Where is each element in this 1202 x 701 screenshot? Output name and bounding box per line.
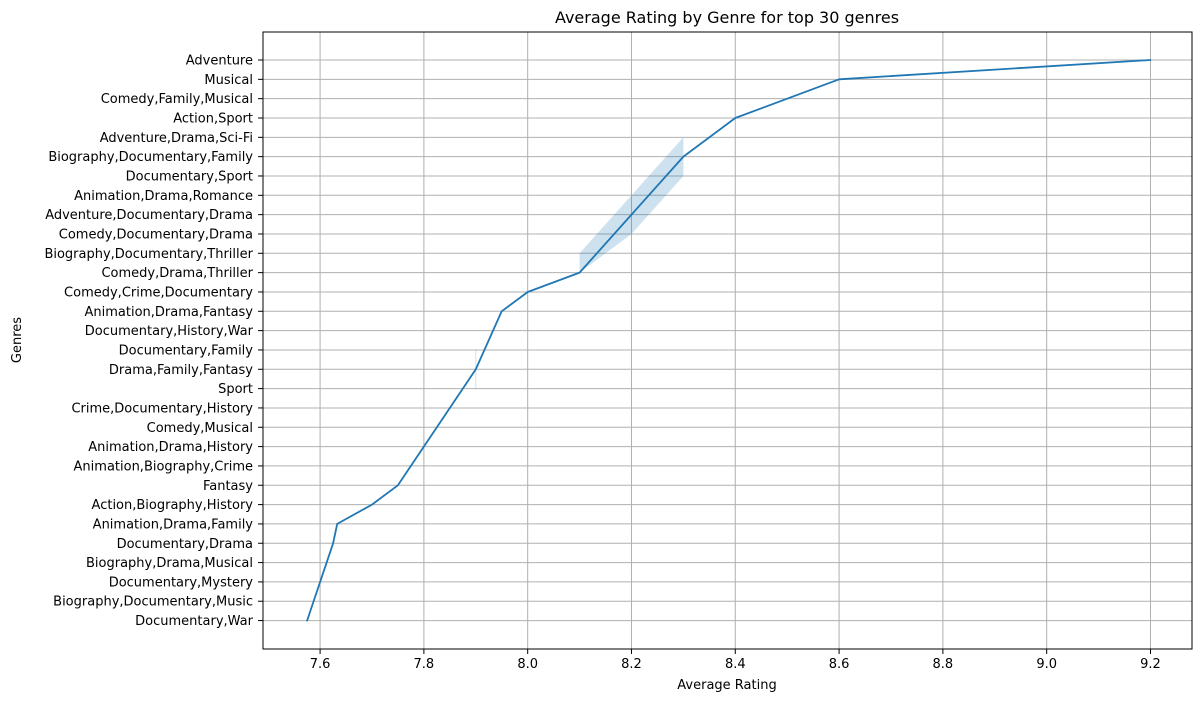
series-line (306, 59, 1152, 622)
y-tick-label: Animation,Drama,Fantasy (84, 305, 253, 320)
y-tick-label: Action,Biography,History (92, 498, 254, 513)
x-tick-label: 7.8 (414, 657, 435, 672)
y-axis-label: Genres (10, 317, 25, 363)
x-axis-ticks: 7.6 7.8 8.0 8.2 8.4 8.6 8.8 9.0 9.2 (310, 649, 1161, 672)
x-tick-label: 9.0 (1036, 657, 1057, 672)
y-tick-label: Comedy,Crime,Documentary (64, 285, 253, 300)
x-tick-label: 8.4 (725, 657, 746, 672)
x-tick-label: 7.6 (310, 657, 331, 672)
y-tick-label: Documentary,Drama (117, 537, 253, 552)
confidence-band (579, 137, 684, 273)
x-tick-label: 8.8 (933, 657, 954, 672)
y-tick-label: Sport (218, 382, 253, 397)
y-tick-label: Biography,Drama,Musical (86, 556, 253, 571)
y-tick-label: Animation,Drama,History (88, 440, 253, 455)
y-tick-label: Animation,Biography,Crime (74, 459, 253, 474)
y-tick-label: Comedy,Family,Musical (101, 92, 253, 107)
y-tick-label: Documentary,History,War (85, 324, 254, 339)
y-tick-label: Animation,Drama,Family (93, 517, 254, 532)
y-tick-label: Biography,Documentary,Thriller (44, 247, 253, 262)
y-tick-label: Documentary,Sport (126, 169, 253, 184)
x-tick-label: 8.6 (829, 657, 850, 672)
y-tick-label: Biography,Documentary,Music (53, 595, 253, 610)
x-tick-label: 9.2 (1140, 657, 1161, 672)
y-tick-label: Comedy,Musical (147, 421, 253, 436)
y-tick-label: Musical (204, 73, 253, 88)
y-tick-label: Documentary,Family (119, 343, 254, 358)
y-tick-label: Comedy,Drama,Thriller (101, 266, 253, 281)
y-tick-label: Biography,Documentary,Family (48, 150, 253, 165)
y-tick-label: Adventure (186, 54, 253, 69)
y-grid-lines (263, 59, 1192, 622)
x-tick-label: 8.0 (517, 657, 538, 672)
y-tick-label: Animation,Drama,Romance (74, 189, 253, 204)
series-line-layer (306, 59, 1152, 622)
y-tick-label: Adventure,Drama,Sci-Fi (100, 131, 253, 146)
x-axis-label: Average Rating (677, 678, 776, 693)
y-tick-label: Documentary,War (135, 614, 253, 629)
x-tick-label: 8.2 (621, 657, 642, 672)
y-tick-label: Comedy,Documentary,Drama (59, 227, 253, 242)
y-tick-label: Documentary,Mystery (109, 575, 254, 590)
x-grid-lines (319, 32, 1151, 649)
y-tick-label: Crime,Documentary,History (71, 401, 253, 416)
plot-frame (262, 31, 1193, 650)
y-tick-label: Fantasy (203, 479, 253, 494)
y-axis-ticks: Adventure Musical Comedy,Family,Musical Act… (44, 54, 263, 629)
y-tick-label: Adventure,Documentary,Drama (45, 208, 253, 223)
chart-title: Average Rating by Genre for top 30 genre… (555, 8, 899, 27)
y-tick-label: Action,Sport (173, 111, 253, 126)
y-tick-label: Drama,Family,Fantasy (109, 363, 253, 378)
